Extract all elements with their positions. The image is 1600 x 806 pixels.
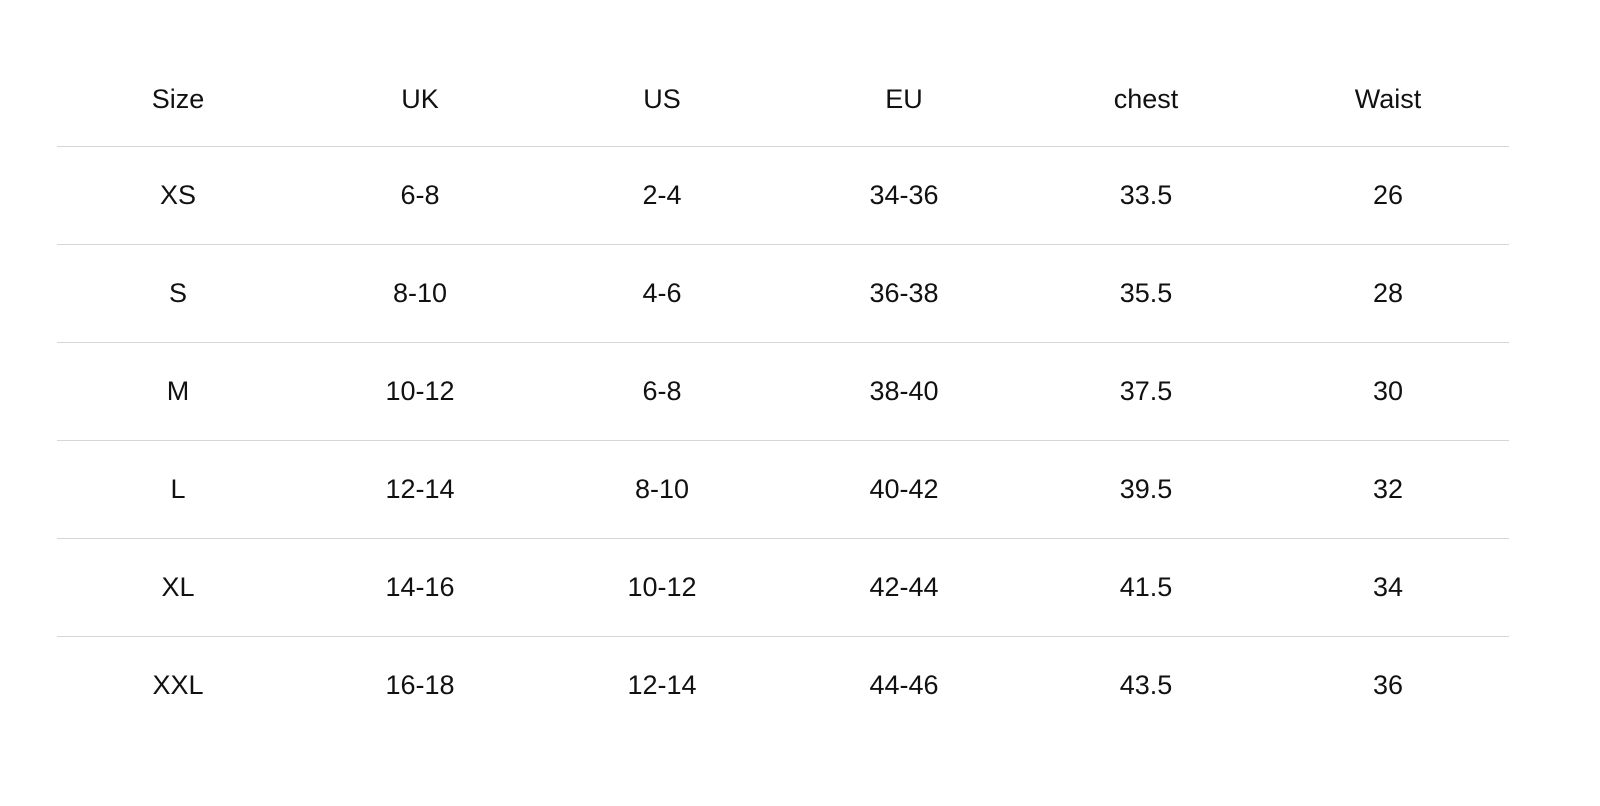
header-waist: Waist	[1267, 52, 1509, 147]
cell-chest: 37.5	[1119, 376, 1173, 406]
cell-waist: 36	[1372, 670, 1404, 700]
cell-size: XL	[161, 572, 195, 602]
cell-chest: 33.5	[1119, 180, 1173, 210]
cell-eu: 34-36	[869, 180, 939, 210]
table-row: M 10-12 6-8 38-40 37.5 30	[57, 343, 1509, 441]
cell-uk: 10-12	[385, 376, 455, 406]
cell-uk: 16-18	[385, 670, 455, 700]
cell-waist: 30	[1372, 376, 1404, 406]
cell-uk: 6-8	[400, 180, 440, 210]
cell-us: 4-6	[642, 278, 682, 308]
cell-size: S	[168, 278, 187, 308]
cell-eu: 38-40	[869, 376, 939, 406]
cell-size: XXL	[152, 670, 204, 700]
cell-uk: 8-10	[392, 278, 448, 308]
cell-eu: 36-38	[869, 278, 939, 308]
size-chart-header: Size UK US EU chest Waist	[57, 52, 1509, 147]
table-row: XXL 16-18 12-14 44-46 43.5 36	[57, 637, 1509, 735]
cell-eu: 40-42	[869, 474, 939, 504]
cell-chest: 39.5	[1119, 474, 1173, 504]
cell-chest: 41.5	[1119, 572, 1173, 602]
cell-uk: 12-14	[385, 474, 455, 504]
cell-us: 12-14	[627, 670, 697, 700]
cell-chest: 35.5	[1119, 278, 1173, 308]
header-chest: chest	[1025, 52, 1267, 147]
cell-waist: 32	[1372, 474, 1404, 504]
header-uk: UK	[299, 52, 541, 147]
table-row: S 8-10 4-6 36-38 35.5 28	[57, 245, 1509, 343]
cell-waist: 28	[1372, 278, 1404, 308]
table-row: XL 14-16 10-12 42-44 41.5 34	[57, 539, 1509, 637]
cell-us: 6-8	[642, 376, 682, 406]
header-size: Size	[57, 52, 299, 147]
cell-size: M	[166, 376, 190, 406]
header-row: Size UK US EU chest Waist	[57, 52, 1509, 147]
size-chart-body: XS 6-8 2-4 34-36 33.5 26 S 8-10 4-6 36-3…	[57, 147, 1509, 735]
table-row: XS 6-8 2-4 34-36 33.5 26	[57, 147, 1509, 245]
cell-us: 8-10	[634, 474, 690, 504]
header-eu: EU	[783, 52, 1025, 147]
cell-chest: 43.5	[1119, 670, 1173, 700]
cell-eu: 42-44	[869, 572, 939, 602]
cell-eu: 44-46	[869, 670, 939, 700]
cell-size: XS	[159, 180, 197, 210]
header-us: US	[541, 52, 783, 147]
cell-waist: 34	[1372, 572, 1404, 602]
cell-us: 10-12	[627, 572, 697, 602]
cell-size: L	[170, 474, 186, 504]
cell-uk: 14-16	[385, 572, 455, 602]
cell-waist: 26	[1372, 180, 1404, 210]
size-chart-table: Size UK US EU chest Waist XS 6-8 2-4 34-…	[57, 52, 1509, 734]
cell-us: 2-4	[642, 180, 682, 210]
table-row: L 12-14 8-10 40-42 39.5 32	[57, 441, 1509, 539]
